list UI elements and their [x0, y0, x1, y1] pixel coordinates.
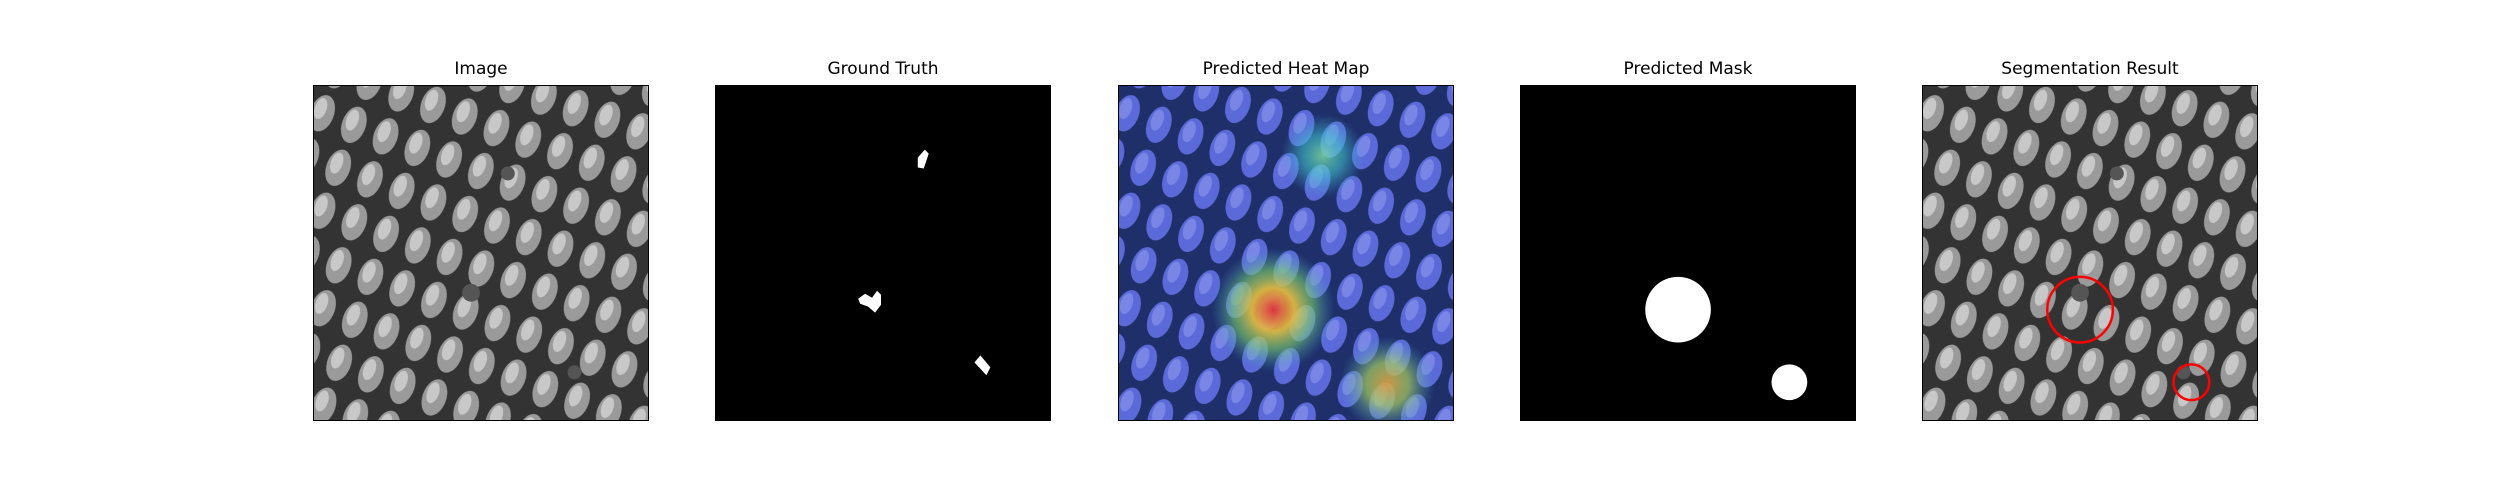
panel-title: Segmentation Result — [2001, 59, 2179, 79]
panel-title: Predicted Heat Map — [1202, 59, 1370, 79]
panel-title: Image — [454, 59, 508, 79]
mask-blob — [1771, 364, 1808, 401]
gt-region — [974, 355, 991, 376]
detection-circle — [2172, 363, 2211, 402]
gt-region — [858, 290, 882, 313]
heat-map-svg — [1119, 86, 1453, 420]
segmentation-result-svg — [1923, 86, 2257, 420]
gt-region — [917, 149, 929, 169]
mask-blob — [1645, 276, 1711, 343]
ground-truth-svg — [716, 86, 1050, 420]
panel-title: Predicted Mask — [1623, 59, 1753, 79]
predicted-mask — [1520, 85, 1856, 421]
texture-image-svg — [314, 86, 648, 420]
heat-map — [1118, 85, 1454, 421]
ground-truth-mask — [715, 85, 1051, 421]
segmentation-result — [1922, 85, 2258, 421]
predicted-mask-svg — [1521, 86, 1855, 420]
panel-title: Ground Truth — [827, 59, 939, 79]
detection-circle — [2046, 275, 2115, 344]
texture-image — [313, 85, 649, 421]
